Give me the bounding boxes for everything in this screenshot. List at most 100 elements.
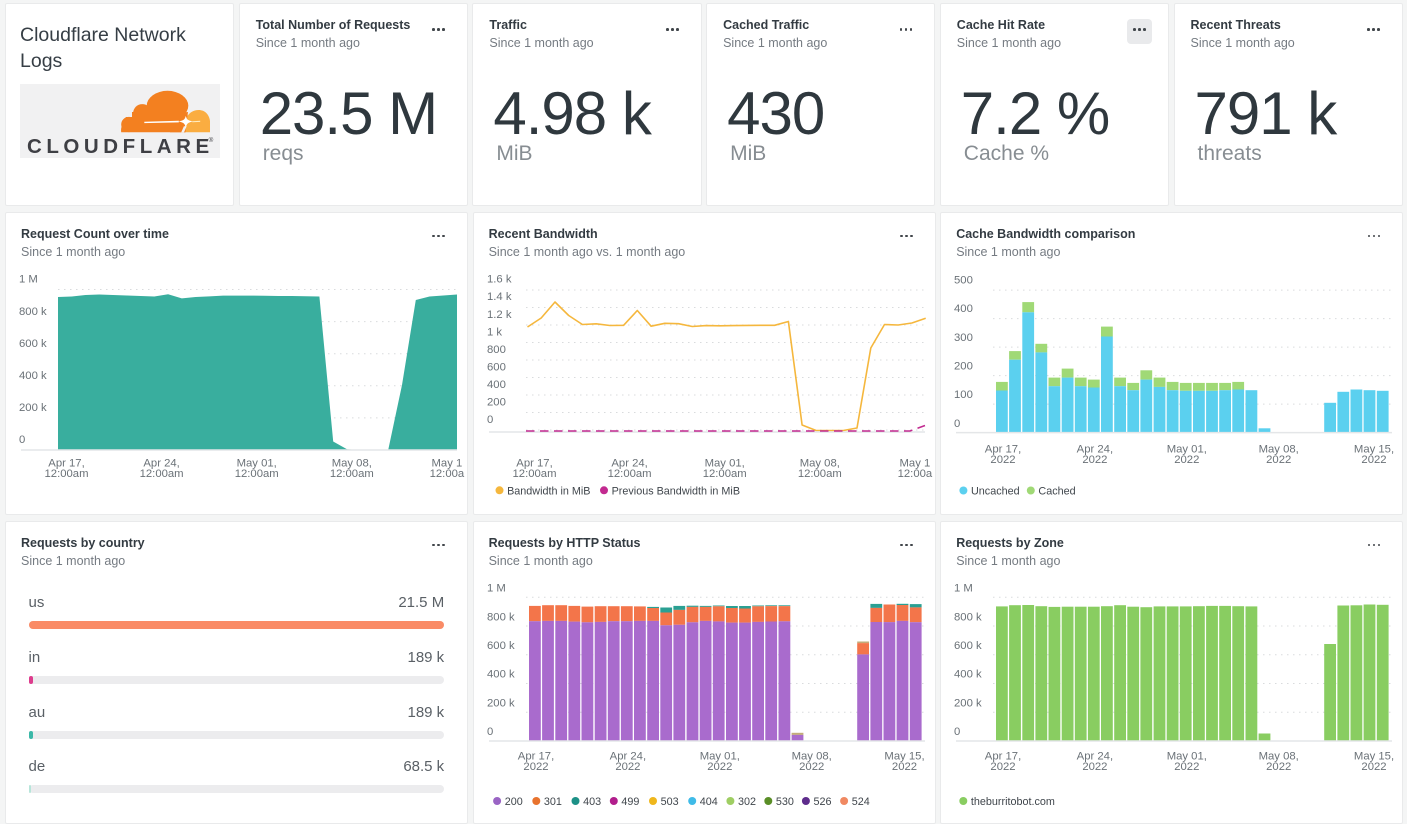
- svg-text:200 k: 200 k: [19, 402, 47, 414]
- svg-text:2022: 2022: [1266, 761, 1291, 773]
- svg-text:Apr 24,: Apr 24,: [143, 458, 179, 470]
- svg-text:800 k: 800 k: [19, 306, 47, 318]
- svg-text:May 08,: May 08,: [1259, 750, 1299, 762]
- svg-text:Apr 17,: Apr 17,: [516, 458, 552, 470]
- svg-text:2022: 2022: [1266, 454, 1291, 466]
- svg-text:Uncached: Uncached: [971, 486, 1020, 498]
- svg-text:Cached: Cached: [1039, 486, 1076, 498]
- svg-text:301: 301: [543, 796, 561, 808]
- svg-text:300: 300: [954, 332, 973, 344]
- svg-text:404: 404: [699, 796, 717, 808]
- svg-text:400: 400: [487, 379, 506, 391]
- svg-text:Apr 17,: Apr 17,: [985, 750, 1021, 762]
- svg-text:May 08,: May 08,: [799, 458, 839, 470]
- svg-text:12:00a: 12:00a: [430, 468, 465, 480]
- svg-text:526: 526: [813, 796, 831, 808]
- svg-text:600 k: 600 k: [487, 640, 515, 652]
- svg-text:530: 530: [775, 796, 793, 808]
- svg-text:12:00am: 12:00am: [235, 468, 279, 480]
- svg-text:600 k: 600 k: [954, 640, 982, 652]
- svg-text:1 M: 1 M: [487, 583, 506, 595]
- svg-text:theburritobot.com: theburritobot.com: [971, 796, 1055, 808]
- svg-text:1.2 k: 1.2 k: [487, 309, 512, 321]
- svg-text:Bandwidth in MiB: Bandwidth in MiB: [507, 485, 590, 497]
- svg-text:200 k: 200 k: [954, 697, 982, 709]
- svg-text:2022: 2022: [523, 761, 548, 773]
- svg-text:May 01,: May 01,: [1167, 750, 1207, 762]
- svg-text:12:00am: 12:00am: [702, 468, 746, 480]
- svg-text:Previous Bandwidth in MiB: Previous Bandwidth in MiB: [611, 485, 739, 497]
- svg-text:May 08,: May 08,: [1259, 444, 1299, 456]
- svg-text:400 k: 400 k: [954, 669, 982, 681]
- svg-text:500: 500: [954, 274, 973, 286]
- svg-text:800: 800: [487, 344, 506, 356]
- svg-text:May 15,: May 15,: [884, 750, 924, 762]
- svg-text:2022: 2022: [991, 454, 1016, 466]
- svg-text:200: 200: [504, 796, 522, 808]
- svg-text:12:00a: 12:00a: [897, 468, 932, 480]
- svg-text:Apr 24,: Apr 24,: [609, 750, 645, 762]
- svg-text:2022: 2022: [1083, 761, 1108, 773]
- svg-text:May 01,: May 01,: [699, 750, 739, 762]
- svg-text:Apr 17,: Apr 17,: [48, 458, 84, 470]
- svg-text:200 k: 200 k: [487, 697, 515, 709]
- svg-text:403: 403: [583, 796, 601, 808]
- svg-text:2022: 2022: [707, 761, 732, 773]
- svg-text:100: 100: [954, 389, 973, 401]
- svg-text:1 M: 1 M: [954, 583, 973, 595]
- svg-text:600 k: 600 k: [19, 338, 47, 350]
- svg-text:0: 0: [19, 434, 25, 446]
- svg-text:May 01,: May 01,: [237, 458, 277, 470]
- svg-text:®: ®: [208, 136, 213, 144]
- svg-text:0: 0: [954, 726, 960, 738]
- svg-text:May 15,: May 15,: [1354, 750, 1394, 762]
- svg-text:12:00am: 12:00am: [140, 468, 184, 480]
- svg-text:Apr 17,: Apr 17,: [985, 444, 1021, 456]
- svg-text:Apr 24,: Apr 24,: [611, 458, 647, 470]
- svg-text:Apr 24,: Apr 24,: [1077, 750, 1113, 762]
- svg-text:0: 0: [487, 414, 493, 426]
- svg-text:May 01,: May 01,: [1167, 444, 1207, 456]
- svg-text:12:00am: 12:00am: [330, 468, 374, 480]
- svg-text:400: 400: [954, 303, 973, 315]
- svg-text:499: 499: [621, 796, 639, 808]
- svg-text:400 k: 400 k: [487, 669, 515, 681]
- svg-text:2022: 2022: [991, 761, 1016, 773]
- svg-text:1.6 k: 1.6 k: [487, 274, 512, 286]
- svg-text:2022: 2022: [892, 761, 917, 773]
- svg-text:302: 302: [738, 796, 756, 808]
- svg-text:600: 600: [487, 361, 506, 373]
- svg-text:524: 524: [851, 796, 869, 808]
- svg-text:Apr 17,: Apr 17,: [517, 750, 553, 762]
- svg-text:503: 503: [660, 796, 678, 808]
- svg-text:May 08,: May 08,: [791, 750, 831, 762]
- svg-text:400 k: 400 k: [19, 370, 47, 382]
- svg-text:12:00am: 12:00am: [45, 468, 89, 480]
- svg-text:12:00am: 12:00am: [607, 468, 651, 480]
- svg-text:May 15,: May 15,: [1354, 444, 1394, 456]
- svg-text:May 1: May 1: [899, 458, 930, 470]
- svg-text:12:00am: 12:00am: [797, 468, 841, 480]
- svg-text:Apr 24,: Apr 24,: [1077, 444, 1113, 456]
- svg-text:2022: 2022: [615, 761, 640, 773]
- svg-text:May 1: May 1: [432, 458, 463, 470]
- svg-text:200: 200: [487, 397, 506, 409]
- svg-text:800 k: 800 k: [487, 611, 515, 623]
- svg-text:2022: 2022: [1174, 761, 1199, 773]
- svg-text:2022: 2022: [1362, 761, 1387, 773]
- svg-text:800 k: 800 k: [954, 611, 982, 623]
- svg-text:200: 200: [954, 360, 973, 372]
- svg-text:CLOUDFLARE: CLOUDFLARE: [27, 135, 214, 158]
- svg-text:2022: 2022: [1083, 454, 1108, 466]
- svg-text:12:00am: 12:00am: [512, 468, 556, 480]
- svg-text:May 01,: May 01,: [704, 458, 744, 470]
- svg-text:2022: 2022: [799, 761, 824, 773]
- svg-text:0: 0: [954, 418, 960, 430]
- svg-text:0: 0: [487, 726, 493, 738]
- svg-text:May 08,: May 08,: [332, 458, 372, 470]
- svg-text:2022: 2022: [1362, 454, 1387, 466]
- svg-text:1 k: 1 k: [487, 326, 502, 338]
- svg-text:2022: 2022: [1174, 454, 1199, 466]
- svg-text:1.4 k: 1.4 k: [487, 291, 512, 303]
- svg-text:1 M: 1 M: [19, 274, 38, 286]
